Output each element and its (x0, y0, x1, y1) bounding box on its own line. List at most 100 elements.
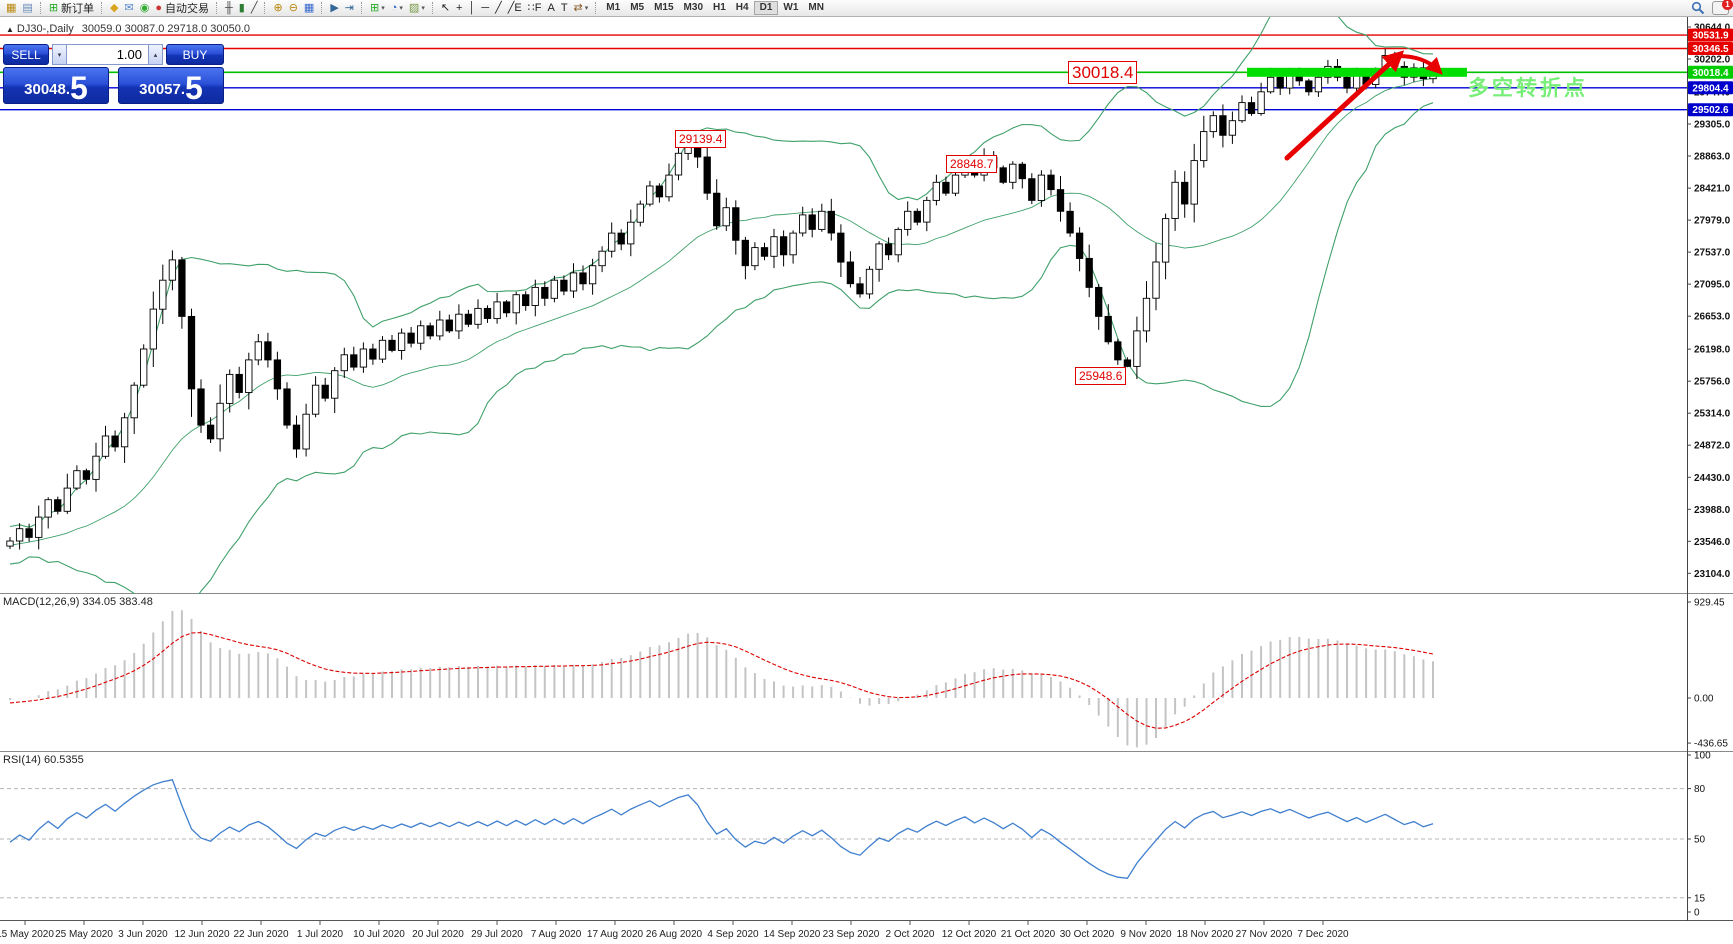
svg-text:27 Nov 2020: 27 Nov 2020 (1236, 929, 1293, 940)
sell-price-dot: . (65, 81, 71, 98)
toolbar-separator (595, 2, 597, 14)
price-annotation-label: 25948.6 (1075, 367, 1127, 385)
volume-input[interactable] (67, 44, 148, 65)
autotrading-icon[interactable]: ● 自动交易 (155, 1, 209, 16)
rsi-indicator-label: RSI(14) 60.5355 (3, 754, 84, 766)
svg-text:14 Sep 2020: 14 Sep 2020 (764, 929, 821, 940)
expert-advisors-icon[interactable]: ◆ (110, 1, 119, 14)
level-lines[interactable] (0, 34, 1687, 111)
svg-text:26653.0: 26653.0 (1694, 312, 1731, 323)
svg-text:28863.0: 28863.0 (1694, 152, 1731, 163)
timeframe-H4-button[interactable]: H4 (731, 1, 754, 15)
toolbar-separator (361, 2, 363, 14)
price-annotation-label: 29139.4 (675, 130, 727, 148)
vertical-line-icon[interactable]: │ (468, 1, 476, 14)
profiles-icon[interactable]: ▤ (22, 1, 33, 14)
bars-chart-icon[interactable]: ╫ (224, 1, 233, 14)
price-axis[interactable]: 30644.030202.029747.029305.028863.028421… (1687, 23, 1731, 580)
svg-text:27537.0: 27537.0 (1694, 248, 1731, 259)
timeframe-H1-button[interactable]: H1 (708, 1, 731, 15)
buy-price-frac: 5 (185, 70, 203, 106)
tile-windows-icon[interactable]: ▦ (303, 1, 315, 14)
equidistant-channel-icon[interactable]: ╱E (507, 1, 522, 14)
turning-point-note: 多空转折点 (1468, 77, 1588, 100)
sell-button[interactable]: SELL (3, 44, 49, 65)
toolbar-right: 1 (1691, 0, 1733, 15)
line-chart-icon[interactable]: ╱ (250, 1, 258, 14)
indicators-icon[interactable]: ⊞ ▾ (370, 1, 385, 14)
svg-text:30644.0: 30644.0 (1694, 23, 1731, 34)
svg-text:12 Oct 2020: 12 Oct 2020 (942, 929, 997, 940)
notifications-icon[interactable]: 1 (1712, 0, 1733, 15)
search-icon[interactable] (1691, 1, 1705, 15)
toolbar-separator (321, 2, 323, 14)
svg-text:20 Jul 2020: 20 Jul 2020 (412, 929, 464, 940)
volume-increase-button[interactable]: ▴ (148, 44, 163, 65)
timeframe-D1-button[interactable]: D1 (753, 1, 779, 15)
timeframe-MN-button[interactable]: MN (803, 1, 829, 15)
toolbar-separator (101, 2, 103, 14)
svg-text:50: 50 (1694, 835, 1706, 846)
svg-text:0: 0 (1694, 908, 1700, 919)
svg-text:26 Aug 2020: 26 Aug 2020 (646, 929, 703, 940)
new-order-icon[interactable]: ⊞ 新订单 (48, 1, 95, 16)
rsi-axis[interactable]: 100 80 50 15 0 (1687, 751, 1711, 919)
volume-decrease-button[interactable]: ▾ (52, 44, 67, 65)
timeframe-M5-button[interactable]: M5 (625, 1, 649, 15)
templates-icon[interactable]: ▨ ▾ (408, 1, 425, 14)
trend-arrow (1284, 50, 1443, 161)
arrows-tool-icon[interactable]: ⇄ ▾ (573, 1, 589, 14)
price-badges: 30531.9 30346.5 30018.4 29804.4 29502.6 (1688, 28, 1733, 117)
svg-text:10 Jul 2020: 10 Jul 2020 (353, 929, 405, 940)
ohlc-values: 30059.0 30087.0 29718.0 30050.0 (81, 23, 250, 35)
text-label-icon[interactable]: T (560, 1, 568, 14)
timeframe-M15-button[interactable]: M15 (649, 1, 678, 15)
svg-text:23546.0: 23546.0 (1694, 537, 1731, 548)
svg-text:26198.0: 26198.0 (1694, 345, 1731, 356)
buy-button[interactable]: BUY (166, 44, 224, 65)
svg-text:25 May 2020: 25 May 2020 (55, 929, 113, 940)
horizontal-line-icon[interactable]: ─ (481, 1, 490, 14)
svg-text:24430.0: 24430.0 (1694, 473, 1731, 484)
svg-text:0.00: 0.00 (1694, 694, 1714, 705)
buy-price-button[interactable]: 30057. 5 (118, 67, 224, 104)
community-icon[interactable]: ✉ (124, 1, 134, 14)
macd-histogram (9, 610, 1434, 748)
candlestick-chart-icon[interactable]: ▮ (238, 1, 245, 14)
svg-text:30018.4: 30018.4 (1692, 68, 1729, 79)
fibonacci-icon[interactable]: ∷F (527, 1, 542, 14)
svg-text:27979.0: 27979.0 (1694, 216, 1731, 227)
svg-text:100: 100 (1694, 751, 1711, 762)
svg-text:23 Sep 2020: 23 Sep 2020 (823, 929, 880, 940)
timeframe-W1-button[interactable]: W1 (778, 1, 803, 15)
zoom-out-icon[interactable]: ⊖ (288, 1, 298, 14)
periods-icon[interactable]: ◔ ▾ (390, 1, 403, 14)
buy-price-dot: . (180, 81, 186, 98)
macd-axis[interactable]: 929.45 0.00 -436.65 (1687, 598, 1728, 750)
timeframe-M30-button[interactable]: M30 (679, 1, 708, 15)
svg-text:29502.6: 29502.6 (1692, 105, 1729, 116)
price-annotation-label: 28848.7 (946, 155, 998, 173)
crosshair-icon[interactable]: + (456, 1, 463, 14)
sell-price-main: 30048 (24, 81, 66, 98)
timeframe-M1-button[interactable]: M1 (601, 1, 625, 15)
toolbar-separator (264, 2, 266, 14)
time-axis[interactable]: 15 May 2020 25 May 2020 3 Jun 2020 12 Jun 2… (0, 921, 1349, 940)
svg-text:7 Aug 2020: 7 Aug 2020 (531, 929, 582, 940)
sell-price-button[interactable]: 30048. 5 (3, 67, 109, 104)
trendline-icon[interactable]: ╱ (495, 1, 502, 14)
svg-text:21 Oct 2020: 21 Oct 2020 (1001, 929, 1056, 940)
text-icon[interactable]: A (547, 1, 555, 14)
auto-scroll-icon[interactable]: ▶ (330, 1, 339, 14)
svg-text:25756.0: 25756.0 (1694, 377, 1731, 388)
chart-shift-icon[interactable]: ⇥ (344, 1, 354, 14)
candles (6, 49, 1437, 550)
svg-text:23988.0: 23988.0 (1694, 505, 1731, 516)
buy-price-main: 30057 (139, 81, 181, 98)
signals-icon[interactable]: ◉ (139, 1, 150, 14)
svg-text:23104.0: 23104.0 (1694, 569, 1731, 580)
zoom-in-icon[interactable]: ⊕ (273, 1, 283, 14)
cursor-icon[interactable]: ↖ (440, 1, 451, 14)
new-chart-icon[interactable]: ▦ (6, 1, 17, 14)
